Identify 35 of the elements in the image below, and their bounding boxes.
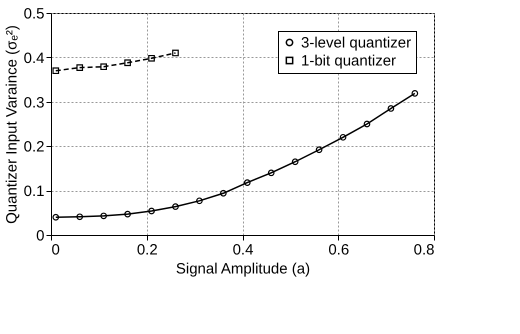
point xyxy=(52,67,60,74)
point xyxy=(220,190,227,197)
point xyxy=(292,158,298,166)
legend-label: 1-bit quantizer xyxy=(301,52,396,70)
point xyxy=(76,64,84,71)
x-tick-label: 0.2 xyxy=(136,242,158,258)
point xyxy=(172,203,179,210)
point xyxy=(100,212,107,220)
point xyxy=(196,197,203,204)
point xyxy=(340,134,346,141)
point xyxy=(148,208,155,214)
y-tick-label: 0 xyxy=(36,228,44,244)
y-tick-label: 0.4 xyxy=(24,50,44,67)
point xyxy=(316,146,322,154)
y-tick-label: 0.1 xyxy=(24,183,44,200)
point xyxy=(148,54,155,62)
point xyxy=(124,210,131,218)
x-tick-label: 0.8 xyxy=(414,242,434,258)
x-tick-label: 0.4 xyxy=(232,242,254,258)
point xyxy=(172,50,179,56)
point xyxy=(364,120,370,128)
legend-label: 3-level quantizer xyxy=(301,34,412,52)
x-tick-label: 0.6 xyxy=(328,242,350,258)
y-tick-label: 0.5 xyxy=(24,6,44,22)
point xyxy=(124,59,131,66)
point xyxy=(244,179,251,186)
point xyxy=(76,213,84,220)
point xyxy=(100,63,107,70)
point xyxy=(388,105,394,112)
point xyxy=(268,170,275,176)
x-tick-label: 0 xyxy=(52,242,60,258)
y-axis-title: Quantizer Input Varaince (σₑ²) xyxy=(4,25,21,224)
y-tick-label: 0.2 xyxy=(24,138,44,156)
x-axis-title: Signal Amplitude (a) xyxy=(176,260,310,278)
y-tick-label: 0.3 xyxy=(24,94,44,112)
